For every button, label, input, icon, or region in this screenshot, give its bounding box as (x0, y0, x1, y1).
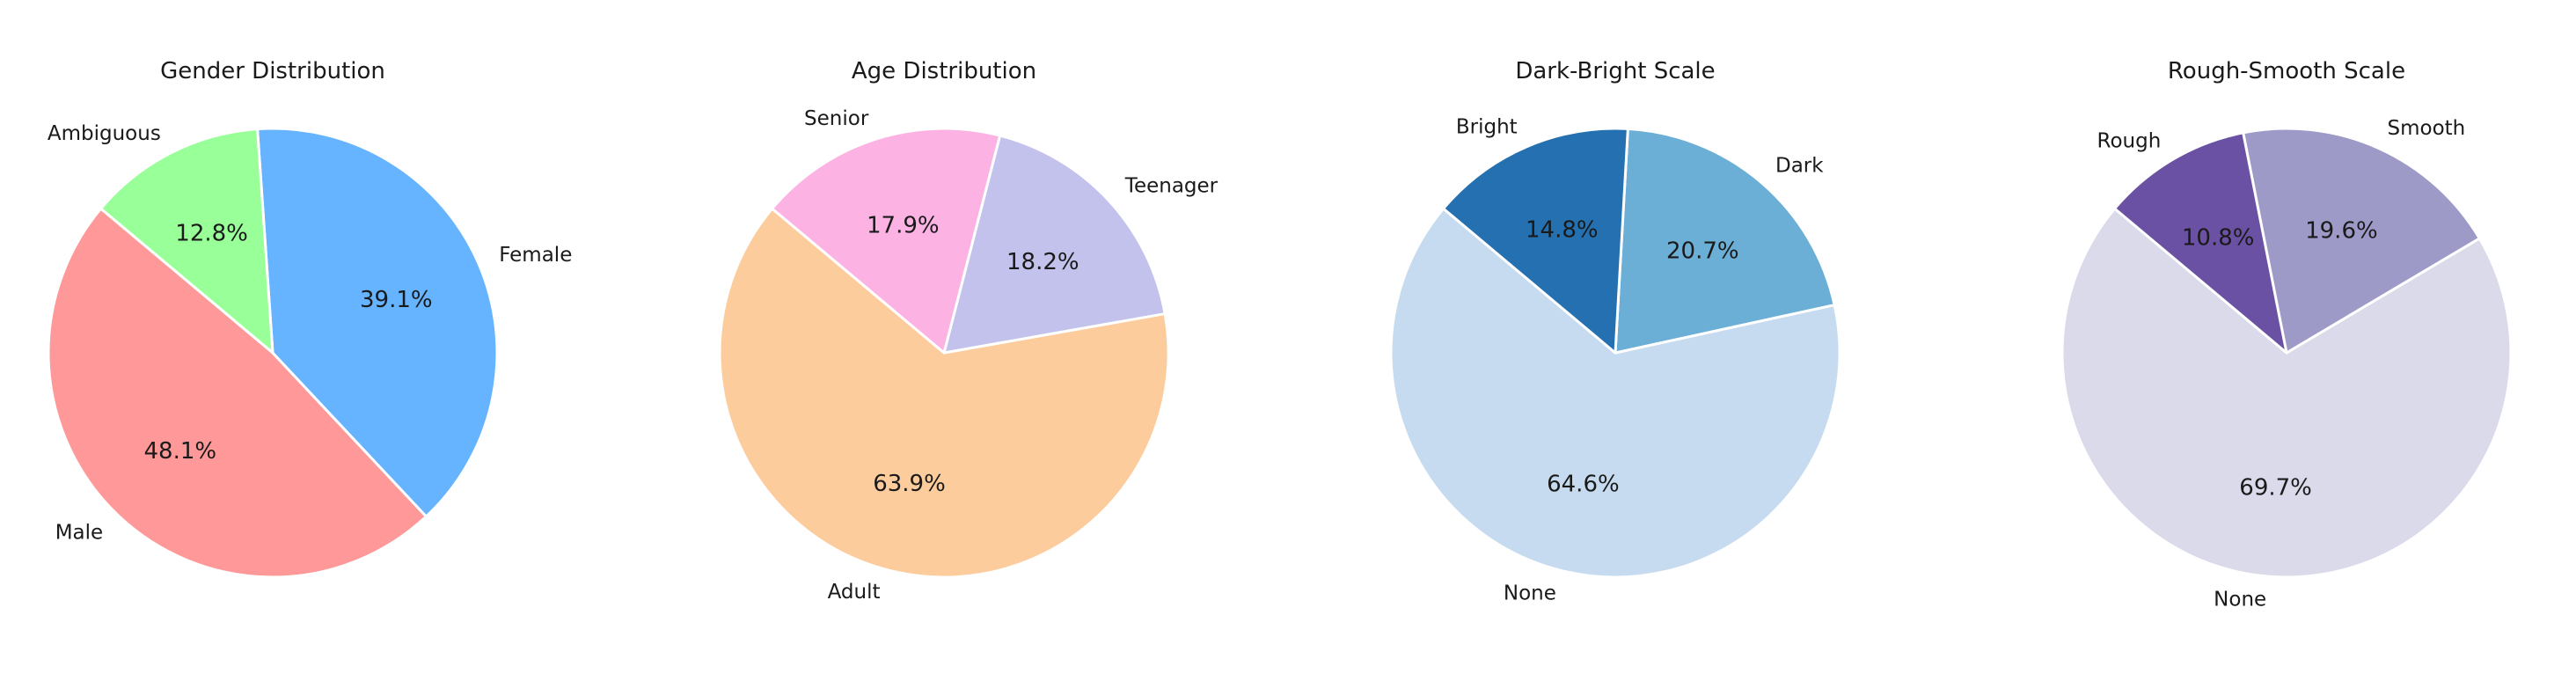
pie-chart-rough-smooth-scale: Rough-Smooth Scale None 69.7% Smooth 19.6% Ro… (2060, 58, 2513, 611)
pie-slice-male (47, 207, 428, 579)
slice-percentage: 17.9% (867, 212, 940, 238)
slice-percentage: 39.1% (360, 287, 433, 313)
slice-label: Rough (2097, 130, 2162, 153)
pie-slice-bright (1442, 127, 1629, 355)
pie-slice-female (256, 127, 499, 518)
slice-percentage: 20.7% (1666, 238, 1739, 265)
pie-slice-adult (718, 207, 1170, 579)
chart-title: Rough-Smooth Scale (2168, 58, 2405, 84)
slice-label: Ambiguous (48, 122, 161, 145)
slice-percentage: 18.2% (1006, 249, 1079, 275)
slice-label: Senior (804, 107, 869, 130)
slice-label: Dark (1775, 155, 1824, 178)
pie-slice-none (2060, 207, 2513, 579)
slice-percentage: 48.1% (143, 438, 216, 465)
chart-title: Age Distribution (852, 58, 1036, 84)
pie-chart-gender-distribution: Gender Distribution Male 48.1% Female 39.1% A… (47, 58, 572, 579)
slice-percentage: 69.7% (2239, 475, 2312, 502)
slice-label: Smooth (2388, 117, 2466, 140)
pie-chart-age-distribution: Age Distribution Adult 63.9% Teenager 18.2% S… (718, 58, 1218, 604)
slice-label: Teenager (1124, 174, 1218, 197)
pie-slice-ambiguous (99, 128, 274, 355)
pie-slice-senior (771, 127, 1002, 355)
slice-percentage: 10.8% (2182, 224, 2255, 251)
slice-label: Bright (1456, 116, 1518, 139)
slice-label: Female (499, 244, 572, 267)
slice-label: Male (55, 522, 103, 545)
chart-title: Gender Distribution (160, 58, 385, 84)
chart-title: Dark-Bright Scale (1515, 58, 1715, 84)
slice-percentage: 12.8% (175, 221, 248, 247)
slice-percentage: 19.6% (2305, 217, 2378, 244)
pie-slice-none (1389, 207, 1841, 579)
slice-label: None (2214, 589, 2266, 611)
slice-percentage: 14.8% (1526, 217, 1599, 244)
pie-chart-dark-bright-scale: Dark-Bright Scale None 64.6% Dark 20.7% Brigh… (1389, 58, 1841, 604)
pie-slice-dark (1614, 127, 1836, 355)
slice-percentage: 63.9% (873, 471, 946, 497)
pie-slice-teenager (942, 134, 1167, 355)
pie-slice-rough (2113, 131, 2288, 355)
pie-slice-smooth (2242, 127, 2481, 355)
slice-percentage: 64.6% (1547, 472, 1620, 498)
slice-label: Adult (828, 581, 881, 604)
slice-label: None (1504, 582, 1556, 604)
